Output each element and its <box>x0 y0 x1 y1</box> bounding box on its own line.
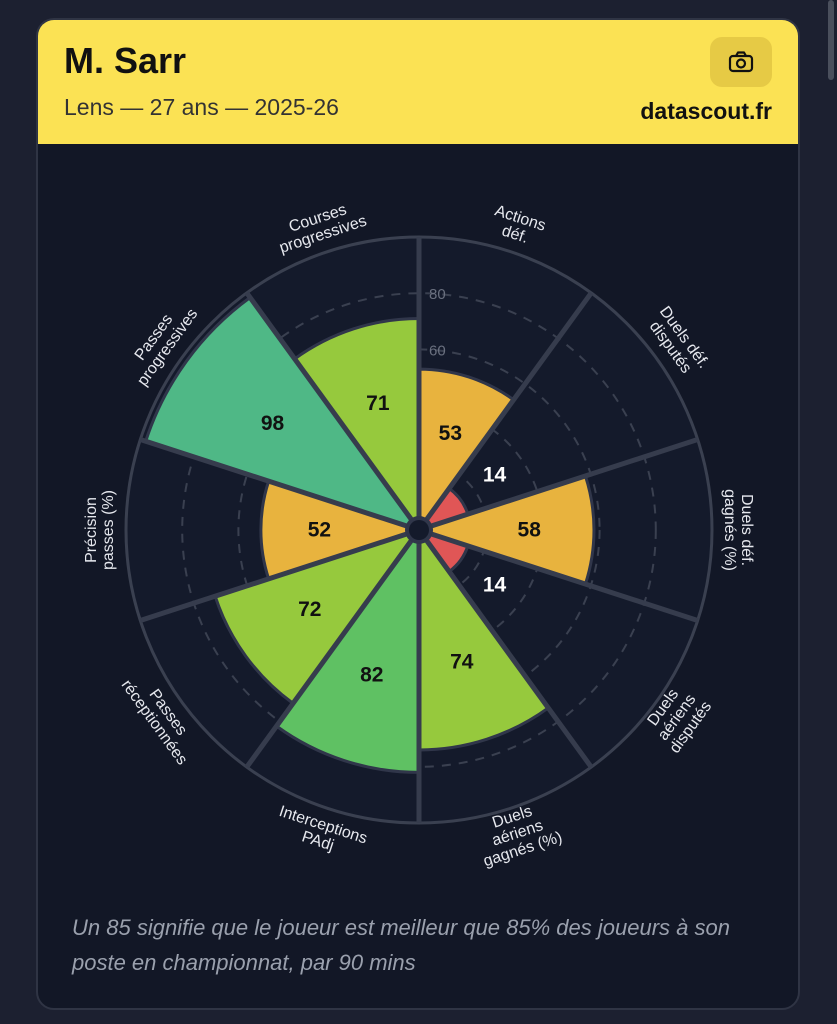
radar-slice <box>213 528 421 705</box>
radar-value-label: 14 <box>483 573 507 596</box>
radar-spoke <box>244 291 422 532</box>
radar-value-label: 14 <box>483 464 507 487</box>
radar-slice <box>275 528 421 774</box>
radar-grid-ring <box>181 292 657 768</box>
radar-spoke <box>139 527 420 623</box>
radar-grid-label: 80 <box>429 286 446 303</box>
card-header: M. Sarr Lens — 27 ans — 2025-26 datascou… <box>38 20 798 144</box>
screenshot-button[interactable] <box>710 37 772 87</box>
radar-spoke <box>418 527 699 623</box>
brand-link[interactable]: datascout.fr <box>640 98 772 124</box>
radar-value-label: 52 <box>308 519 331 542</box>
radar-spoke <box>244 528 422 769</box>
radar-slice <box>417 367 516 532</box>
player-subtitle: Lens — 27 ans — 2025-26 <box>64 94 339 120</box>
radar-slice <box>259 479 421 581</box>
radar-slice <box>417 474 596 586</box>
radar-category-label-line: Précision <box>83 497 100 563</box>
radar-value-label: 53 <box>439 422 462 445</box>
radar-slice <box>417 528 550 752</box>
radar-grid-label: 60 <box>429 342 446 359</box>
radar-value-label: 71 <box>366 392 390 415</box>
radar-slice <box>293 316 421 532</box>
radar-category-label: Précision passes (%) <box>83 490 117 570</box>
radar-value-label: 98 <box>261 412 285 435</box>
radar-category-label-line: passes (%) <box>100 490 117 570</box>
radar-spoke <box>418 437 699 533</box>
radar-spoke <box>139 437 420 533</box>
radar-value-label: 58 <box>518 519 542 542</box>
player-card: M. Sarr Lens — 27 ans — 2025-26 datascou… <box>36 18 800 1010</box>
player-name: M. Sarr <box>64 40 187 81</box>
radar-spoke <box>416 528 594 769</box>
radar-category-label-line: gagnés (%) <box>721 489 738 571</box>
radar-value-label: 74 <box>450 650 474 673</box>
radar-value-label: 82 <box>360 664 383 687</box>
camera-icon <box>728 51 754 73</box>
radar-category-label-line: Duels déf. <box>738 494 755 566</box>
page-scrollbar[interactable] <box>828 0 834 80</box>
radar-spoke <box>416 291 594 532</box>
radar-value-label: 72 <box>298 598 321 621</box>
radar-category-label: Duels déf.gagnés (%) <box>721 489 755 571</box>
chart-footnote: Un 85 signifie que le joueur est meilleu… <box>72 915 730 975</box>
radar-slice <box>144 296 421 532</box>
radar-center-dot <box>409 520 429 540</box>
